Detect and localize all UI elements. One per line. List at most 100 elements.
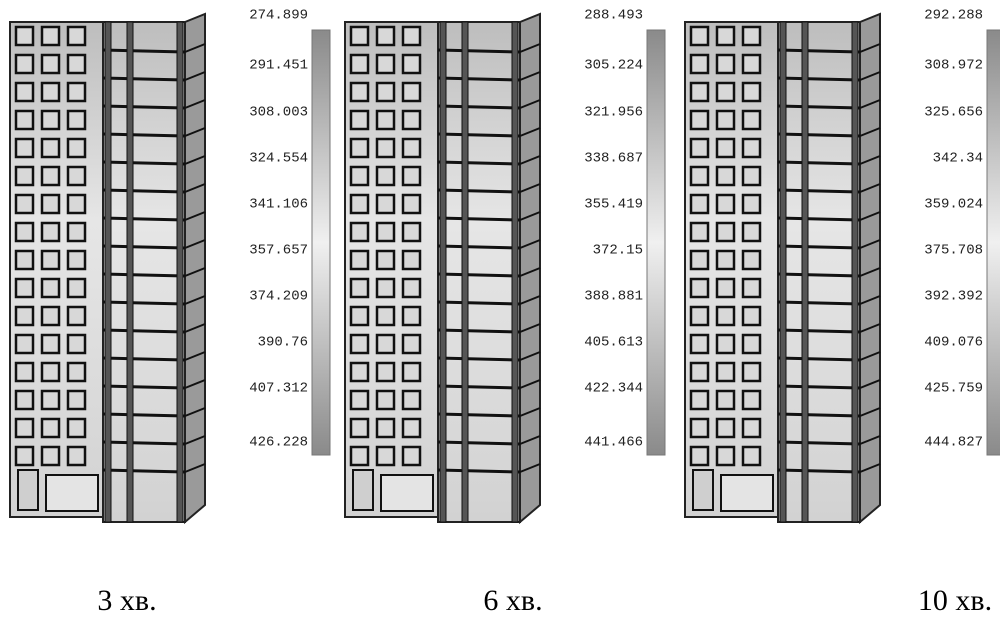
slab bbox=[438, 274, 520, 276]
slab bbox=[778, 50, 860, 52]
scale-label: 372.15 bbox=[593, 243, 643, 259]
window bbox=[351, 279, 368, 297]
window bbox=[16, 307, 33, 325]
window bbox=[691, 447, 708, 465]
window bbox=[42, 391, 59, 409]
slab bbox=[103, 442, 185, 444]
window bbox=[377, 223, 394, 241]
window bbox=[691, 55, 708, 73]
window bbox=[351, 447, 368, 465]
window bbox=[68, 307, 85, 325]
window bbox=[403, 83, 420, 101]
window bbox=[743, 223, 760, 241]
window bbox=[403, 447, 420, 465]
window bbox=[68, 391, 85, 409]
window bbox=[377, 83, 394, 101]
slab bbox=[438, 162, 520, 164]
window bbox=[377, 447, 394, 465]
window bbox=[16, 139, 33, 157]
window bbox=[717, 363, 734, 381]
ground-door bbox=[381, 475, 433, 511]
scale-label: 342.34 bbox=[933, 151, 983, 167]
window bbox=[403, 307, 420, 325]
window bbox=[717, 251, 734, 269]
window bbox=[377, 195, 394, 213]
window bbox=[68, 419, 85, 437]
window bbox=[717, 167, 734, 185]
window bbox=[377, 167, 394, 185]
window bbox=[743, 419, 760, 437]
slab bbox=[103, 274, 185, 276]
window bbox=[16, 223, 33, 241]
column bbox=[802, 22, 808, 522]
window bbox=[351, 307, 368, 325]
scale-label: 308.003 bbox=[249, 105, 308, 121]
slab bbox=[103, 190, 185, 192]
window bbox=[377, 27, 394, 45]
window bbox=[743, 83, 760, 101]
window bbox=[743, 251, 760, 269]
scale-label: 321.956 bbox=[584, 105, 643, 121]
window bbox=[42, 27, 59, 45]
scale-label: 388.881 bbox=[584, 289, 643, 305]
window bbox=[351, 83, 368, 101]
slab bbox=[438, 330, 520, 332]
window bbox=[403, 251, 420, 269]
column bbox=[852, 22, 858, 522]
slab bbox=[438, 386, 520, 388]
window bbox=[351, 391, 368, 409]
slab bbox=[103, 414, 185, 416]
ground-door bbox=[18, 470, 38, 510]
window bbox=[351, 419, 368, 437]
building bbox=[345, 14, 540, 522]
window bbox=[717, 447, 734, 465]
slab bbox=[438, 50, 520, 52]
caption: 10 хв. bbox=[918, 584, 992, 617]
caption: 6 хв. bbox=[483, 584, 542, 617]
scale-label: 355.419 bbox=[584, 197, 643, 213]
window bbox=[42, 139, 59, 157]
window bbox=[403, 27, 420, 45]
slab bbox=[778, 386, 860, 388]
window bbox=[717, 307, 734, 325]
scale-label: 338.687 bbox=[584, 151, 643, 167]
slab bbox=[778, 302, 860, 304]
window bbox=[351, 223, 368, 241]
figure: 274.899291.451308.003324.554341.106357.6… bbox=[0, 0, 1000, 617]
slab bbox=[778, 330, 860, 332]
window bbox=[717, 419, 734, 437]
color-bar bbox=[312, 30, 330, 455]
window bbox=[16, 335, 33, 353]
window bbox=[68, 223, 85, 241]
building-right bbox=[778, 22, 860, 522]
slab bbox=[778, 442, 860, 444]
scale-label: 274.899 bbox=[249, 8, 308, 24]
window bbox=[717, 139, 734, 157]
window bbox=[68, 167, 85, 185]
scale-label: 375.708 bbox=[924, 243, 983, 259]
window bbox=[691, 139, 708, 157]
window bbox=[743, 391, 760, 409]
window bbox=[42, 447, 59, 465]
window bbox=[691, 223, 708, 241]
window bbox=[16, 391, 33, 409]
window bbox=[68, 111, 85, 129]
window bbox=[743, 447, 760, 465]
slab bbox=[438, 414, 520, 416]
window bbox=[691, 27, 708, 45]
window bbox=[717, 27, 734, 45]
slab bbox=[438, 358, 520, 360]
window bbox=[691, 391, 708, 409]
window bbox=[68, 27, 85, 45]
window bbox=[351, 335, 368, 353]
slab bbox=[438, 106, 520, 108]
slab bbox=[778, 246, 860, 248]
window bbox=[42, 195, 59, 213]
slab bbox=[438, 134, 520, 136]
slab bbox=[778, 274, 860, 276]
ground-door bbox=[353, 470, 373, 510]
column bbox=[127, 22, 133, 522]
window bbox=[743, 27, 760, 45]
slab bbox=[438, 302, 520, 304]
window bbox=[377, 251, 394, 269]
